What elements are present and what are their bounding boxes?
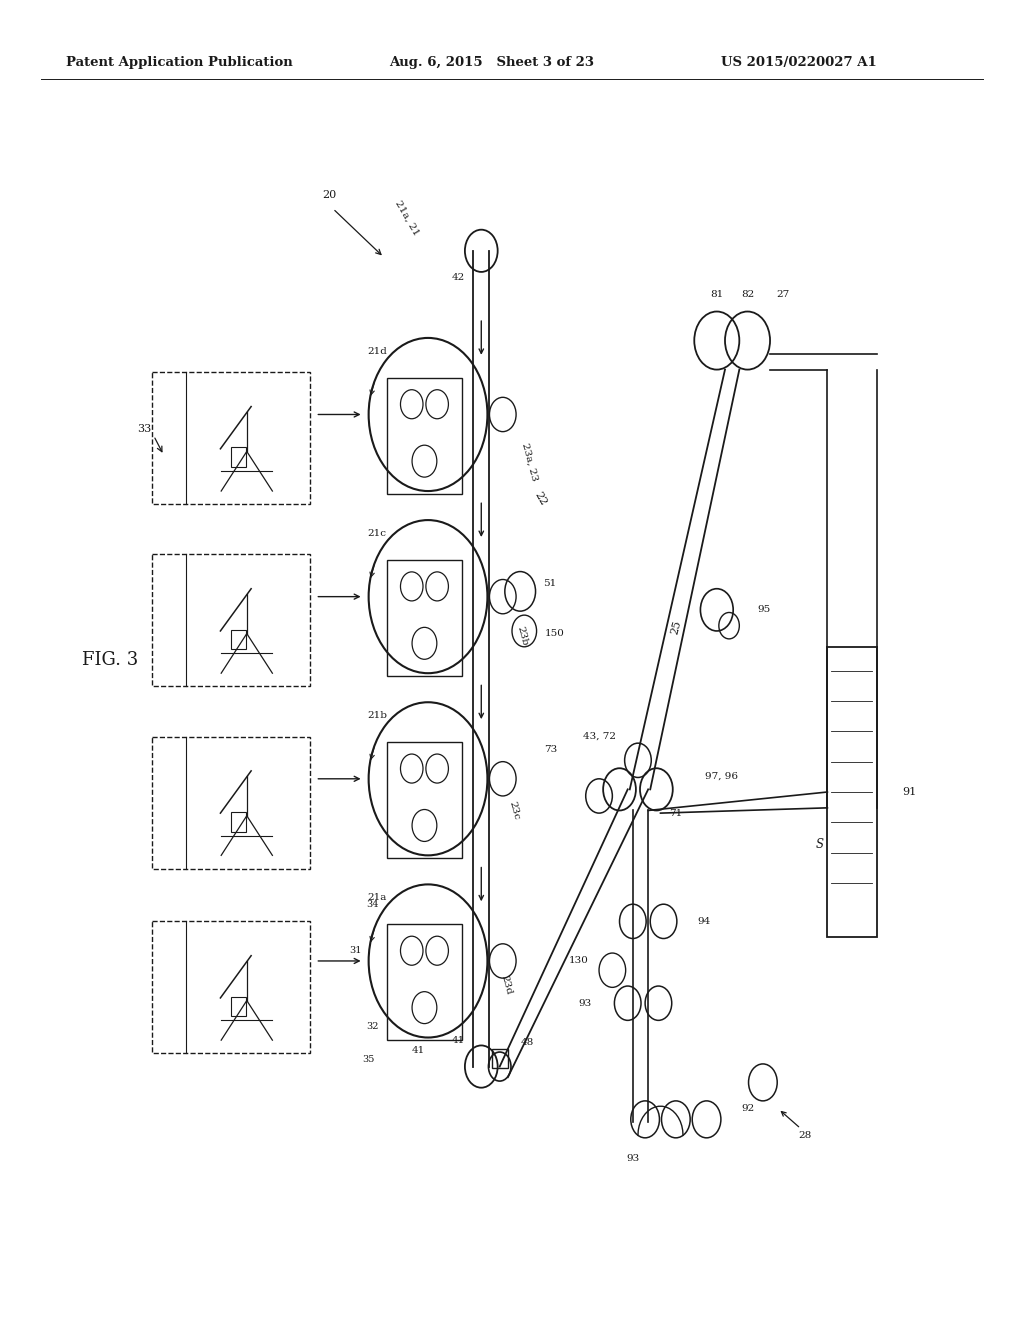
Text: Patent Application Publication: Patent Application Publication (66, 55, 293, 69)
Bar (152, 737, 310, 869)
Text: 22: 22 (532, 490, 549, 508)
Bar (387, 560, 462, 676)
Bar (230, 630, 246, 649)
Text: US 2015/0220027 A1: US 2015/0220027 A1 (721, 55, 877, 69)
Text: FIG. 3: FIG. 3 (83, 651, 138, 669)
Text: 28: 28 (799, 1131, 812, 1139)
Text: Aug. 6, 2015   Sheet 3 of 23: Aug. 6, 2015 Sheet 3 of 23 (389, 55, 594, 69)
Bar (387, 378, 462, 494)
Text: 95: 95 (758, 606, 771, 614)
Text: 23a, 23: 23a, 23 (520, 442, 539, 482)
Bar (152, 372, 310, 504)
Text: 32: 32 (367, 1023, 379, 1031)
Text: 92: 92 (741, 1105, 754, 1113)
Text: 93: 93 (627, 1155, 639, 1163)
Text: 42: 42 (453, 273, 465, 281)
Text: 23d: 23d (499, 974, 513, 995)
Text: 23c: 23c (507, 800, 521, 821)
Bar (152, 921, 310, 1053)
Bar (827, 647, 877, 937)
Text: 48: 48 (520, 1039, 534, 1047)
Text: 33: 33 (137, 424, 152, 434)
Text: 41: 41 (412, 1047, 425, 1055)
Bar (387, 742, 462, 858)
Text: 130: 130 (568, 957, 588, 965)
Text: 21d: 21d (367, 347, 387, 355)
Bar (230, 812, 246, 832)
Text: 94: 94 (697, 917, 711, 925)
Bar (230, 997, 246, 1016)
Text: 23b: 23b (515, 626, 529, 647)
Bar (230, 447, 246, 467)
Text: 21c: 21c (368, 529, 386, 537)
Bar (152, 554, 310, 686)
Text: 91: 91 (902, 787, 916, 797)
Text: 35: 35 (362, 1056, 375, 1064)
Text: 93: 93 (579, 999, 592, 1007)
Text: 34: 34 (367, 900, 379, 908)
Text: 97, 96: 97, 96 (705, 772, 737, 780)
Text: 71: 71 (669, 809, 682, 817)
Text: 82: 82 (741, 290, 754, 298)
Text: 27: 27 (777, 290, 790, 298)
Text: 31: 31 (349, 946, 361, 954)
Text: 51: 51 (543, 579, 556, 587)
Text: 81: 81 (711, 290, 723, 298)
Bar (492, 1049, 508, 1068)
Text: 21a: 21a (368, 894, 386, 902)
Text: S: S (816, 838, 824, 851)
Text: 41: 41 (453, 1036, 465, 1044)
Text: 25: 25 (669, 619, 683, 635)
Text: 150: 150 (545, 630, 564, 638)
Text: 21b: 21b (367, 711, 387, 719)
Text: 20: 20 (323, 190, 337, 201)
Text: 43, 72: 43, 72 (583, 733, 615, 741)
Text: 73: 73 (545, 746, 557, 754)
Text: 21a, 21: 21a, 21 (394, 198, 421, 238)
Bar (387, 924, 462, 1040)
